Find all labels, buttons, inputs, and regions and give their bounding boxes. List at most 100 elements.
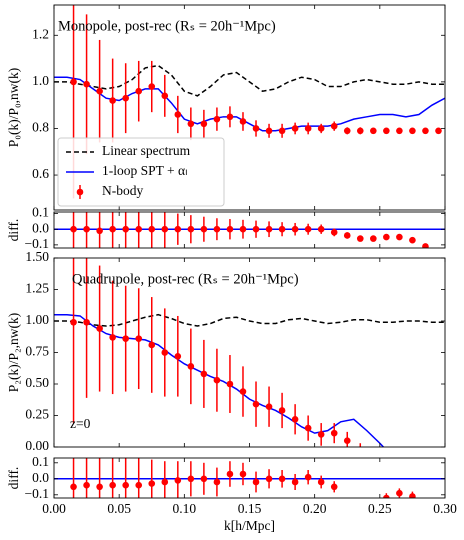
y-tick-label: 0.1	[32, 205, 49, 220]
data-point	[317, 478, 325, 486]
data-point	[435, 482, 442, 489]
y-tick-label: 0.0	[32, 470, 49, 485]
data-point	[226, 470, 234, 478]
y-tick-label: −0.1	[25, 486, 50, 501]
data-point	[239, 470, 247, 478]
x-tick-label: 0.05	[107, 501, 131, 516]
data-point	[304, 424, 312, 432]
y-axis-label: P₀(k)/P₀,nw(k)	[6, 68, 21, 148]
data-point	[278, 475, 286, 483]
y-axis-label: P₂(k)/P₂,nw(k)	[6, 313, 21, 393]
data-point	[370, 235, 377, 242]
data-point	[396, 463, 403, 470]
data-point	[200, 120, 208, 128]
data-point	[109, 334, 116, 341]
data-point	[135, 225, 143, 233]
data-point	[396, 489, 403, 497]
data-point	[383, 459, 390, 466]
y-tick-label: 0.75	[25, 344, 49, 359]
data-point	[304, 473, 312, 481]
data-point	[109, 225, 116, 233]
x-tick-label: 0.15	[238, 501, 262, 516]
data-point	[383, 494, 390, 498]
y-tick-label: 1.00	[25, 312, 49, 327]
data-point	[317, 125, 325, 132]
data-point	[96, 87, 103, 95]
panel: −0.10.00.1 0.00 0.05 0.10 0.15 0.20 0.25 0.30 di…	[6, 454, 457, 533]
legend-box	[57, 137, 225, 207]
x-tick-label: 0.10	[173, 501, 197, 516]
axes-frame	[53, 211, 446, 249]
data-point	[422, 243, 429, 248]
line-series	[54, 313, 445, 327]
data-point	[122, 225, 129, 233]
x-tick-label: 0.25	[368, 501, 392, 516]
y-tick-label: 1.2	[32, 26, 49, 41]
data-point	[161, 349, 169, 356]
legend-label: 1-loop SPT + αₗ	[102, 163, 187, 178]
data-point	[330, 483, 338, 491]
data-point	[343, 232, 351, 239]
data-point	[330, 429, 338, 437]
annotation: z=0	[70, 416, 91, 431]
data-point	[409, 493, 416, 498]
data-point	[265, 475, 273, 483]
data-point	[148, 83, 156, 90]
data-point	[317, 225, 325, 233]
data-point	[174, 225, 182, 233]
panel-title: Quadrupole, post-rec (Rₛ = 20h⁻¹Mpc)	[72, 271, 299, 287]
y-tick-label: 0.1	[32, 454, 49, 469]
legend-swatch	[76, 188, 84, 196]
data-point	[291, 478, 299, 486]
data-point	[239, 225, 247, 233]
x-axis-label: k[h/Mpc]	[224, 518, 275, 533]
data-point	[213, 376, 221, 384]
line-series	[54, 64, 445, 97]
data-point	[70, 318, 77, 326]
data-point	[252, 225, 260, 233]
axes-frame	[53, 257, 446, 448]
data-point	[344, 500, 351, 507]
data-point	[343, 127, 351, 135]
panel: 0.00 0.25 0.50 0.75 1.00 1.25 1.50 Quadrupole, …	[6, 249, 446, 489]
plot-area	[54, 458, 445, 507]
data-point	[70, 483, 77, 491]
data-point	[96, 483, 103, 491]
data-point	[83, 80, 90, 88]
data-point	[409, 127, 416, 135]
data-point	[435, 127, 442, 135]
data-point	[396, 233, 403, 241]
y-axis-label: diff.	[6, 467, 21, 490]
data-point	[291, 225, 299, 233]
data-point	[356, 235, 364, 242]
data-point	[370, 127, 377, 135]
data-point	[278, 225, 286, 233]
data-point	[200, 225, 208, 233]
data-point	[122, 335, 129, 342]
data-point	[343, 437, 351, 445]
data-point	[330, 229, 338, 236]
data-point	[109, 481, 116, 489]
axes-frame	[53, 457, 446, 499]
data-point	[187, 120, 195, 128]
y-tick-label: 0.6	[32, 166, 49, 181]
y-tick-label: 1.0	[32, 73, 49, 88]
data-point	[96, 227, 103, 235]
data-point	[148, 480, 156, 487]
data-point	[83, 225, 90, 233]
data-point	[174, 352, 182, 360]
data-point	[187, 475, 195, 483]
x-tick-label: 0.30	[433, 501, 457, 516]
data-point	[135, 335, 143, 342]
data-point	[122, 481, 129, 489]
data-point	[226, 380, 234, 388]
panel: −0.10.00.1 diff.	[6, 205, 446, 251]
data-point	[278, 407, 286, 414]
data-point	[252, 400, 260, 408]
data-point	[265, 127, 273, 135]
panel-title: Monopole, post-rec (Rₛ = 20h⁻¹Mpc)	[58, 18, 276, 34]
y-tick-label: 1.25	[25, 281, 49, 296]
data-point	[265, 403, 273, 410]
y-tick-label: 0.25	[25, 407, 49, 422]
